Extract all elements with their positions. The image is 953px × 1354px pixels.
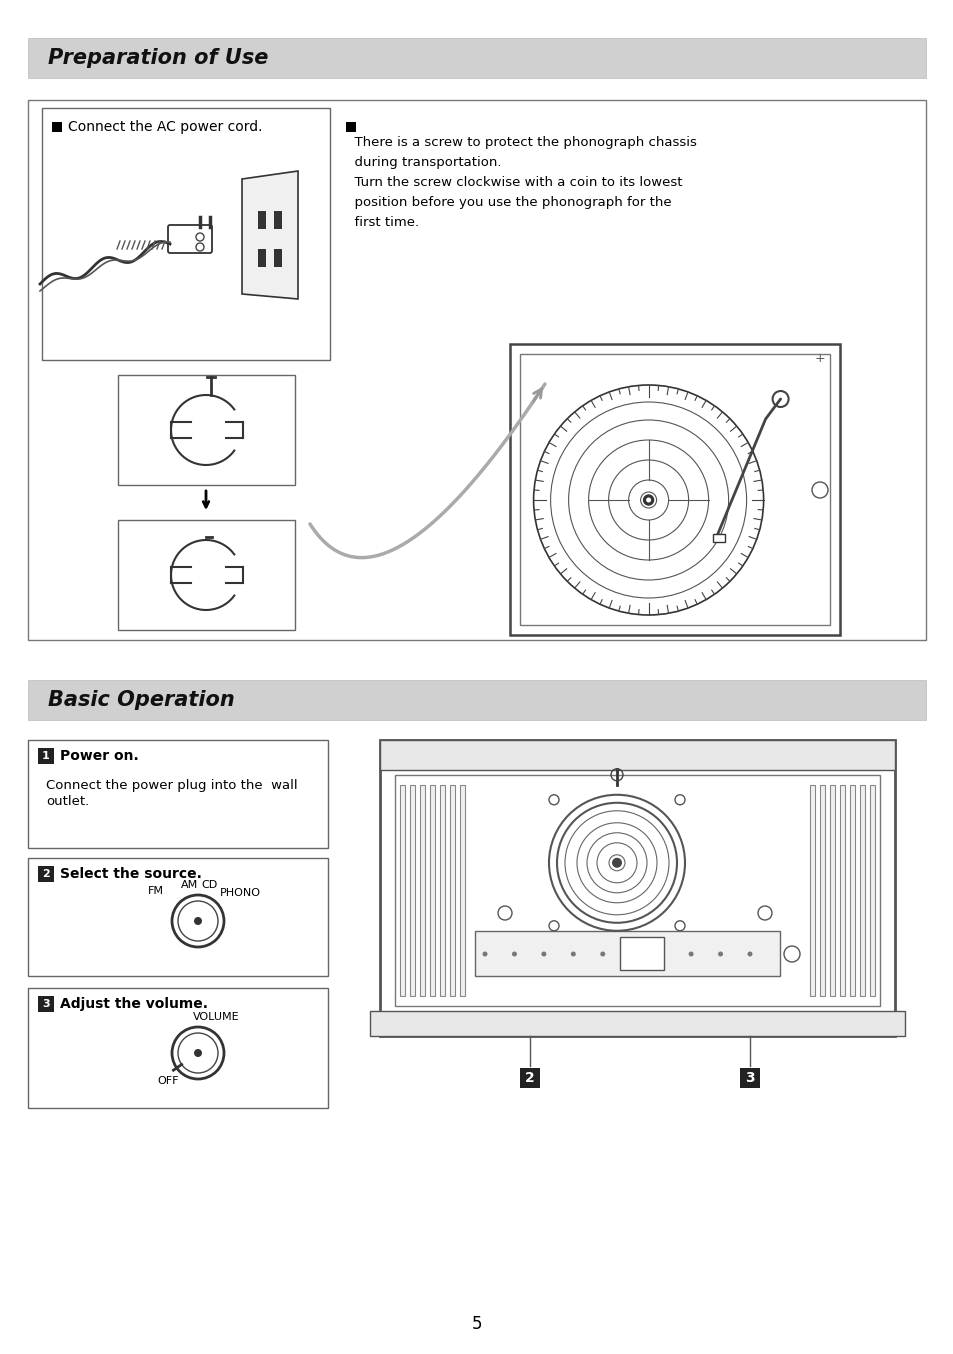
Circle shape [747,952,752,956]
Bar [459,785,464,997]
Text: Connect the power plug into the  wall: Connect the power plug into the wall [46,780,297,792]
Text: VOLUME: VOLUME [193,1011,239,1022]
Bar [410,785,415,997]
Text: OFF: OFF [157,1076,178,1086]
Bar [809,785,814,997]
Bar [38,867,54,881]
Bar [28,680,925,720]
Bar [859,785,864,997]
Bar [28,38,925,79]
Text: Connect the AC power cord.: Connect the AC power cord. [68,121,262,134]
Bar [712,535,724,543]
Bar [510,344,840,635]
Text: AM: AM [181,880,198,890]
Bar [52,122,62,131]
Bar [28,988,328,1108]
Bar [38,997,54,1011]
Text: 2: 2 [524,1071,535,1085]
Circle shape [645,497,650,502]
Text: Select the source.: Select the source. [60,867,202,881]
Bar [450,785,455,997]
Bar [820,785,824,997]
Text: Preparation of Use: Preparation of Use [48,47,268,68]
Text: 3: 3 [42,999,50,1009]
Bar [519,1068,539,1089]
Bar [379,741,894,770]
Circle shape [629,952,634,956]
Bar [475,932,780,976]
Circle shape [512,952,517,956]
Bar [849,785,854,997]
Circle shape [570,952,576,956]
Bar [346,122,355,131]
Text: outlet.: outlet. [46,796,90,808]
Bar [430,785,435,997]
Text: CD: CD [202,880,218,890]
Bar [28,741,328,848]
Bar [439,785,444,997]
Circle shape [193,1049,202,1057]
Bar [28,100,925,640]
Bar [28,858,328,976]
Text: +: + [814,352,824,366]
Text: Power on.: Power on. [60,749,138,764]
Polygon shape [242,171,297,299]
Bar [840,785,844,997]
Bar [419,785,424,997]
Bar [869,785,874,997]
Bar [619,937,663,969]
Text: 2: 2 [42,869,50,879]
Bar [274,211,282,229]
Circle shape [482,952,487,956]
Bar [399,785,405,997]
Text: 1: 1 [42,751,50,761]
Bar [379,741,894,1036]
Bar [118,520,294,630]
Text: FM: FM [148,886,164,896]
Circle shape [659,952,663,956]
Text: There is a screw to protect the phonograph chassis
  during transportation.
  Tu: There is a screw to protect the phonogra… [346,135,696,229]
FancyBboxPatch shape [168,225,212,253]
Circle shape [643,496,653,505]
Text: 5: 5 [471,1315,482,1332]
Bar [395,774,879,1006]
Bar [257,211,266,229]
Circle shape [718,952,722,956]
Bar [38,747,54,764]
Text: 3: 3 [744,1071,754,1085]
Text: PHONO: PHONO [219,888,260,898]
Bar [257,249,266,267]
Text: Basic Operation: Basic Operation [48,691,234,709]
Bar [829,785,834,997]
Circle shape [599,952,604,956]
Bar [370,1011,904,1036]
Bar [42,108,330,360]
Circle shape [688,952,693,956]
Circle shape [193,917,202,925]
Bar [740,1068,760,1089]
Bar [274,249,282,267]
Bar [519,353,829,626]
Bar [118,375,294,485]
Text: Adjust the volume.: Adjust the volume. [60,997,208,1011]
Circle shape [540,952,546,956]
Circle shape [612,858,621,868]
